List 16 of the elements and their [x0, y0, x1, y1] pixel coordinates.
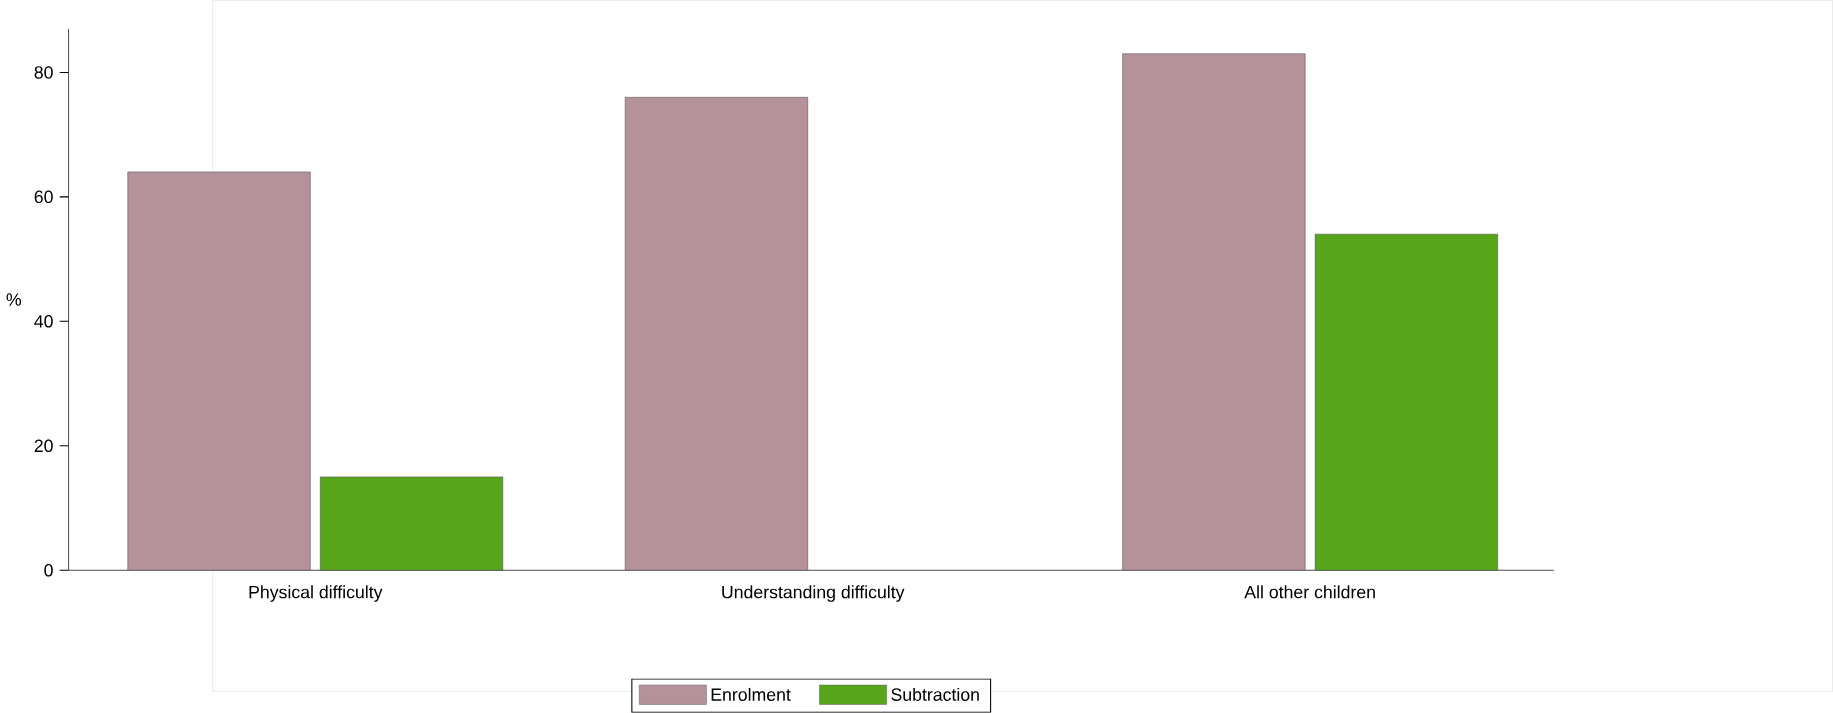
legend-label: Subtraction	[891, 688, 979, 702]
bar	[624, 97, 809, 571]
y-tick-label: 40	[34, 315, 53, 328]
x-tick-label: All other children	[1244, 585, 1375, 599]
y-tick-label: 80	[34, 66, 53, 79]
bar	[1314, 234, 1498, 571]
y-tick-label: 20	[34, 439, 53, 453]
y-tick-label: 0	[44, 564, 53, 577]
legend-label: Enrolment	[711, 688, 791, 702]
bar	[1122, 53, 1306, 571]
y-axis-title: %	[6, 293, 22, 306]
y-tick-label: 60	[34, 190, 53, 204]
x-tick-label: Understanding difficulty	[722, 585, 905, 602]
x-tick-label: Physical difficulty	[249, 585, 383, 602]
bar	[127, 171, 311, 571]
bar	[320, 476, 504, 571]
